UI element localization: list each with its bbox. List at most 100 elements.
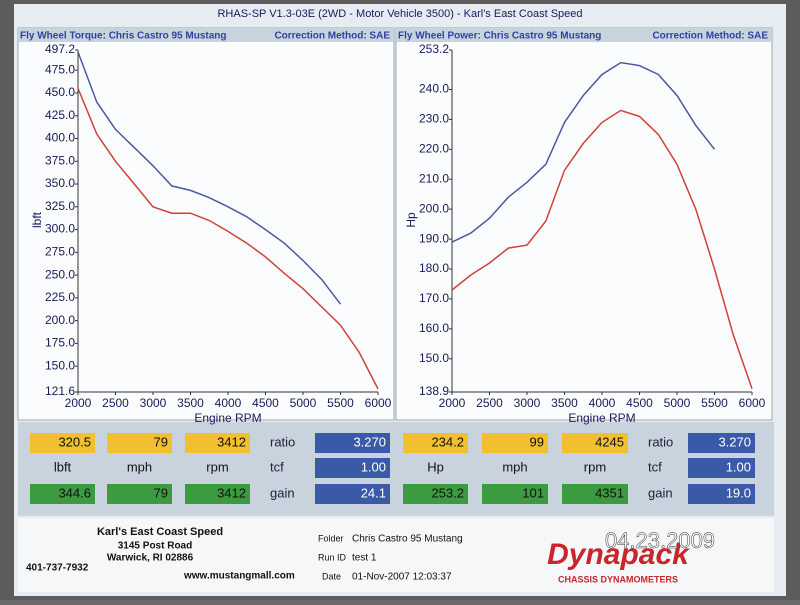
shop-phone: 401-737-7932 [26,563,89,574]
readout-value: 3412 [217,434,246,449]
date-label: Date [322,571,341,581]
readout-cell [30,433,95,453]
y-tick-label: 200.0 [45,313,75,327]
y-tick-label: 275.0 [45,244,75,258]
readout-value: 19.0 [726,485,751,500]
shop-address: 3145 Post Road [118,541,192,552]
readout-cell [107,484,172,504]
readout-label: ratio [648,434,673,449]
y-tick-label: 475.0 [45,62,75,76]
series-line [77,88,379,390]
y-tick-label: 250.0 [45,267,75,281]
y-tick-label: 450.0 [45,85,75,99]
y-tick-label: 253.2 [419,42,449,56]
y-tick-label: 180.0 [419,261,449,275]
header-title: RHAS-SP V1.3-03E (2WD - Motor Vehicle 35… [217,8,582,20]
x-tick-label: 3500 [551,396,578,410]
series-line [451,109,753,389]
readout-label: tcf [648,459,662,474]
x-tick-label: 4000 [215,396,242,410]
x-axis-label: Engine RPM [194,411,261,425]
date-value: 01-Nov-2007 12:03:37 [352,572,452,583]
y-tick-label: 425.0 [45,108,75,122]
y-tick-label: 210.0 [419,171,449,185]
readout-cell [688,433,755,453]
readout-cell [30,484,95,504]
chart-subtitle: Correction Method: SAE [652,31,768,42]
y-tick-label: 138.9 [419,384,449,398]
y-tick-label: 150.0 [419,351,449,365]
readout-label: ratio [270,434,295,449]
x-tick-label: 6000 [365,396,392,410]
readout-value: 79 [154,434,168,449]
x-tick-label: 3000 [514,396,541,410]
y-tick-label: 160.0 [419,321,449,335]
x-axis-label: Engine RPM [568,411,635,425]
readout-unit: rpm [206,459,228,474]
readout-label: gain [648,485,673,500]
readout-value: 4245 [595,434,624,449]
readout-label: gain [270,485,295,500]
y-tick-label: 121.6 [45,384,75,398]
y-tick-label: 300.0 [45,222,75,236]
title-bar [396,28,772,42]
y-tick-label: 190.0 [419,231,449,245]
readout-cell [315,484,390,504]
y-tick-label: 225.0 [45,290,75,304]
y-tick-label: 375.0 [45,153,75,167]
series-line [77,51,342,305]
readout-cell [185,433,250,453]
y-tick-label: 497.2 [45,42,75,56]
readout-value: 253.2 [431,485,464,500]
readout-value: 101 [522,485,544,500]
y-axis-label: lbft [30,211,44,228]
x-tick-label: 5500 [327,396,354,410]
y-tick-label: 200.0 [419,201,449,215]
shop-city: Warwick, RI 02886 [107,553,194,564]
run-label: Run ID [318,552,347,562]
readout-cell [403,484,468,504]
readout-cell [562,433,628,453]
y-tick-label: 220.0 [419,142,449,156]
y-axis-label: Hp [404,212,418,228]
readout-cell [107,433,172,453]
y-tick-label: 325.0 [45,199,75,213]
readout-cell [403,433,468,453]
chart-title: Fly Wheel Power: Chris Castro 95 Mustang [398,31,601,42]
readout-value: 3.270 [718,434,751,449]
readout-cell [482,484,548,504]
shop-name: Karl's East Coast Speed [97,526,223,538]
timestamp: 04.23.2009 [605,528,715,553]
y-tick-label: 230.0 [419,112,449,126]
x-tick-label: 4500 [252,396,279,410]
readout-cell [482,433,548,453]
x-tick-label: 5500 [701,396,728,410]
x-tick-label: 4500 [626,396,653,410]
readout-unit: rpm [584,459,606,474]
y-tick-label: 175.0 [45,336,75,350]
logo: Dynapack [547,538,690,571]
readout-value: 234.2 [431,434,464,449]
readout-label: tcf [270,459,284,474]
readout-unit: mph [127,459,152,474]
chart-panel [395,27,773,421]
readout-value: 79 [154,485,168,500]
y-tick-label: 150.0 [45,358,75,372]
readout-cell [315,458,390,478]
x-tick-label: 4000 [589,396,616,410]
readout-cell [688,458,755,478]
readout-cell [315,433,390,453]
y-tick-label: 400.0 [45,131,75,145]
y-tick-label: 170.0 [419,291,449,305]
shop-web: www.mustangmall.com [183,571,295,582]
chart-subtitle: Correction Method: SAE [274,31,390,42]
folder-value: Chris Castro 95 Mustang [352,534,463,545]
readout-value: 3412 [217,485,246,500]
series-line [451,61,716,243]
x-tick-label: 6000 [739,396,766,410]
y-tick-label: 240.0 [419,82,449,96]
x-tick-label: 2500 [102,396,129,410]
run-value: test 1 [352,553,377,564]
logo-sub: CHASSIS DYNAMOMETERS [558,574,678,584]
